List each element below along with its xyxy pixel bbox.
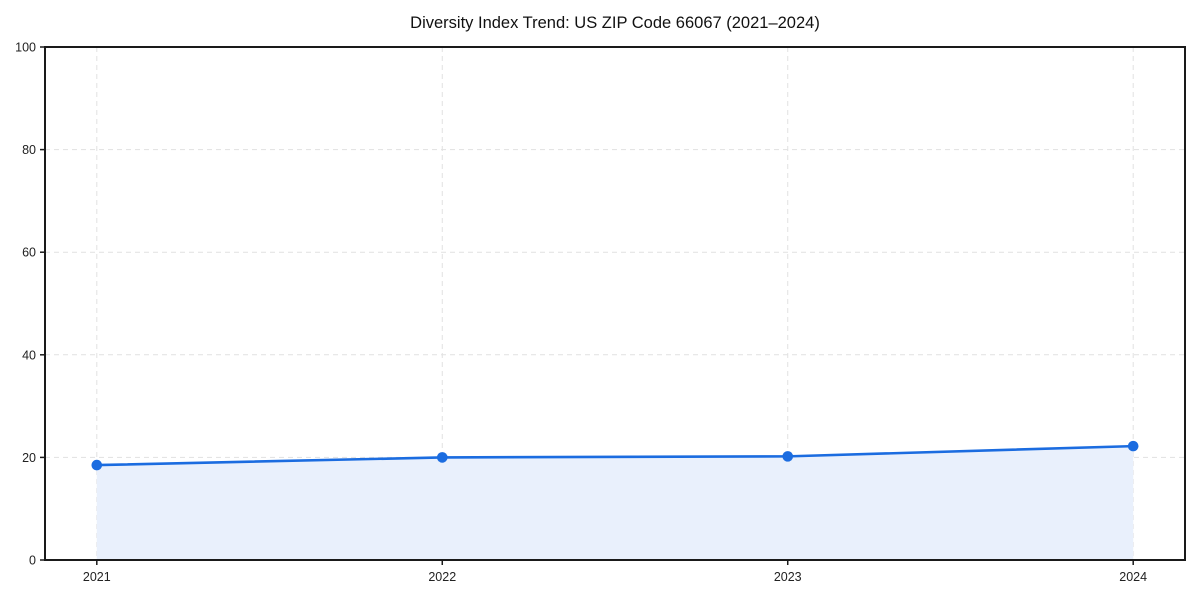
chart-title: Diversity Index Trend: US ZIP Code 66067… <box>410 14 820 32</box>
y-tick-label: 80 <box>22 143 36 157</box>
x-tick-label: 2023 <box>774 570 802 584</box>
y-tick-label: 0 <box>29 554 36 568</box>
data-point-2024 <box>1127 440 1139 452</box>
data-point-2023 <box>782 451 794 462</box>
trend-line <box>95 444 1135 467</box>
plot-frame <box>44 46 1186 561</box>
trend-line-layer <box>95 444 1135 467</box>
y-tick-label: 100 <box>15 41 36 55</box>
tick-labels: 0 20 40 60 80 100 2021 2022 2023 2024 <box>15 41 1147 585</box>
axes-frame <box>44 46 1186 561</box>
x-tick-label: 2024 <box>1119 570 1147 584</box>
y-tick-label: 20 <box>22 451 36 465</box>
y-tick-label: 40 <box>22 348 36 362</box>
y-tick-label: 60 <box>22 246 36 260</box>
data-point-2021 <box>91 459 103 471</box>
x-tick-label: 2022 <box>428 570 456 584</box>
area-fill <box>96 446 1134 560</box>
data-points-layer <box>91 440 1139 471</box>
data-point-2022 <box>436 452 448 463</box>
tick-marks <box>40 46 1134 565</box>
area-fill-layer <box>96 446 1134 560</box>
x-tick-label: 2021 <box>83 570 111 584</box>
